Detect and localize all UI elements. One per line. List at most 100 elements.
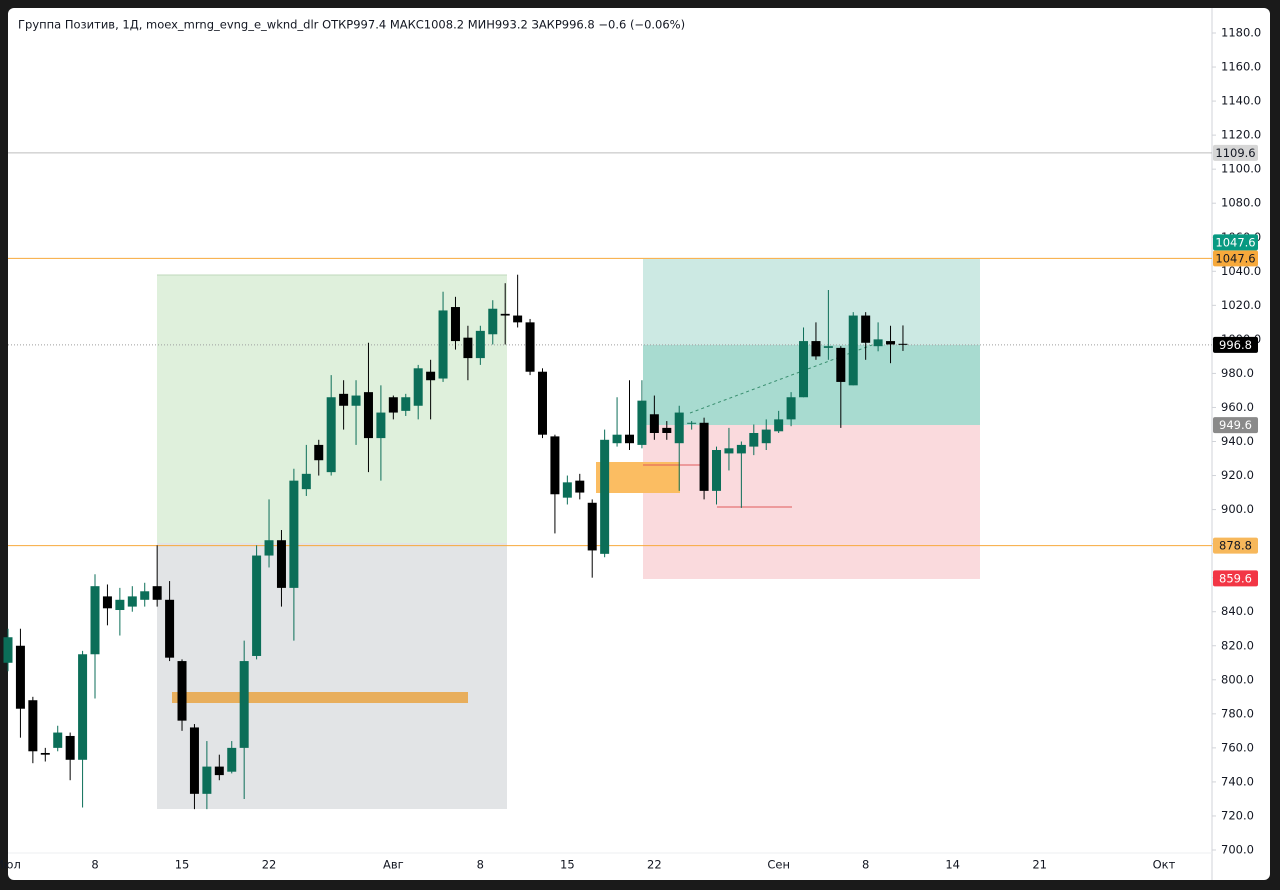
loss-zone — [157, 543, 507, 809]
y-tick-label: 1140.0 — [1221, 94, 1261, 108]
y-tick-label: 920.0 — [1221, 468, 1254, 482]
candle-body — [488, 308, 498, 335]
candle-body — [264, 540, 274, 556]
candle-body — [53, 732, 63, 748]
candle-body — [78, 654, 88, 760]
candle-body — [475, 330, 485, 359]
candle-body — [537, 371, 547, 435]
y-tick-label: 1180.0 — [1221, 26, 1261, 40]
price-badge-label: 878.8 — [1219, 539, 1252, 553]
price-badge — [1213, 336, 1258, 353]
y-tick-label: 720.0 — [1221, 808, 1254, 822]
candle-body — [823, 346, 833, 348]
candle-body — [637, 400, 647, 445]
y-tick-label: 820.0 — [1221, 638, 1254, 652]
highlight-box — [596, 462, 680, 493]
price-badge-label: 1047.6 — [1215, 251, 1255, 265]
candle-body — [811, 341, 821, 357]
candle-body — [276, 540, 286, 588]
candle-body — [687, 422, 697, 424]
candle-body — [115, 599, 125, 611]
x-tick-label: 21 — [1032, 858, 1047, 872]
candle-body — [127, 596, 137, 607]
candle-body — [786, 397, 796, 420]
candle-body — [40, 752, 50, 755]
price-badge — [1213, 250, 1258, 267]
candle-body — [252, 555, 262, 656]
candle-body — [886, 341, 896, 345]
price-badge-label: 996.8 — [1219, 338, 1252, 352]
candle-body — [351, 395, 361, 406]
candle-body — [848, 315, 858, 386]
price-badge — [1213, 417, 1258, 434]
x-tick-label: 22 — [262, 858, 277, 872]
candle-body — [600, 439, 610, 554]
candle-body — [177, 661, 187, 721]
candle-body — [301, 473, 311, 490]
candle-body — [28, 700, 38, 752]
candle-body — [612, 434, 622, 444]
candle-body — [289, 480, 299, 588]
candle-body — [500, 313, 510, 316]
candle-body — [861, 315, 871, 343]
trend-line — [689, 344, 873, 414]
candle-body — [15, 645, 25, 709]
price-badge — [1213, 144, 1258, 161]
candle-body — [662, 427, 672, 433]
candle-body — [152, 586, 162, 600]
y-tick-label: 840.0 — [1221, 604, 1254, 618]
y-tick-label: 1040.0 — [1221, 264, 1261, 278]
y-tick-label: 1080.0 — [1221, 196, 1261, 210]
x-tick-label: 22 — [647, 858, 662, 872]
candle-body — [3, 637, 13, 663]
x-tick-label: 15 — [560, 858, 575, 872]
candle-body — [873, 339, 883, 347]
candle-body — [202, 766, 212, 794]
y-tick-label: 760.0 — [1221, 740, 1254, 754]
candle-body — [314, 444, 324, 461]
y-tick-label: 1020.0 — [1221, 298, 1261, 312]
candle-body — [413, 368, 423, 406]
candle-body — [774, 419, 784, 432]
y-tick-label: 960.0 — [1221, 400, 1254, 414]
price-badge — [1213, 537, 1258, 554]
stop-zone — [643, 425, 980, 579]
candle-body — [463, 337, 473, 359]
candle-body — [836, 347, 846, 382]
y-tick-label: 780.0 — [1221, 706, 1254, 720]
candle-body — [65, 735, 75, 760]
candle-body — [438, 310, 448, 379]
highlight-box — [172, 692, 468, 703]
x-tick-label: 15 — [175, 858, 190, 872]
candle-body — [575, 480, 585, 493]
candle-body — [140, 591, 150, 600]
price-badge-label: 949.6 — [1219, 418, 1252, 432]
candle-body — [525, 322, 535, 372]
price-badge — [1213, 234, 1258, 251]
price-badge-label: 859.6 — [1219, 571, 1252, 585]
candle-body — [712, 450, 722, 491]
candle-body — [90, 586, 100, 655]
candle-body — [165, 599, 175, 658]
candle-body — [761, 429, 771, 444]
candle-body — [388, 397, 398, 413]
candle-body — [426, 371, 436, 381]
candle-body — [625, 434, 634, 444]
x-tick-label: Сен — [767, 858, 790, 872]
x-tick-label: 8 — [477, 858, 484, 872]
y-tick-label: 900.0 — [1221, 502, 1254, 516]
y-tick-label: 800.0 — [1221, 672, 1254, 686]
chart-title: Группа Позитив, 1Д, moex_mrng_evng_e_wkn… — [18, 18, 685, 32]
candle-body — [736, 444, 746, 454]
y-tick-label: 1160.0 — [1221, 60, 1261, 74]
y-tick-label: 1100.0 — [1221, 162, 1261, 176]
x-tick-label: 14 — [945, 858, 960, 872]
candle-body — [339, 393, 349, 406]
y-tick-label: 940.0 — [1221, 434, 1254, 448]
x-tick-label: Окт — [1153, 858, 1176, 872]
candle-body — [587, 502, 597, 551]
profit-zone-filled — [643, 345, 980, 425]
price-badge-label: 1047.6 — [1215, 235, 1255, 249]
price-badge — [1213, 570, 1258, 587]
